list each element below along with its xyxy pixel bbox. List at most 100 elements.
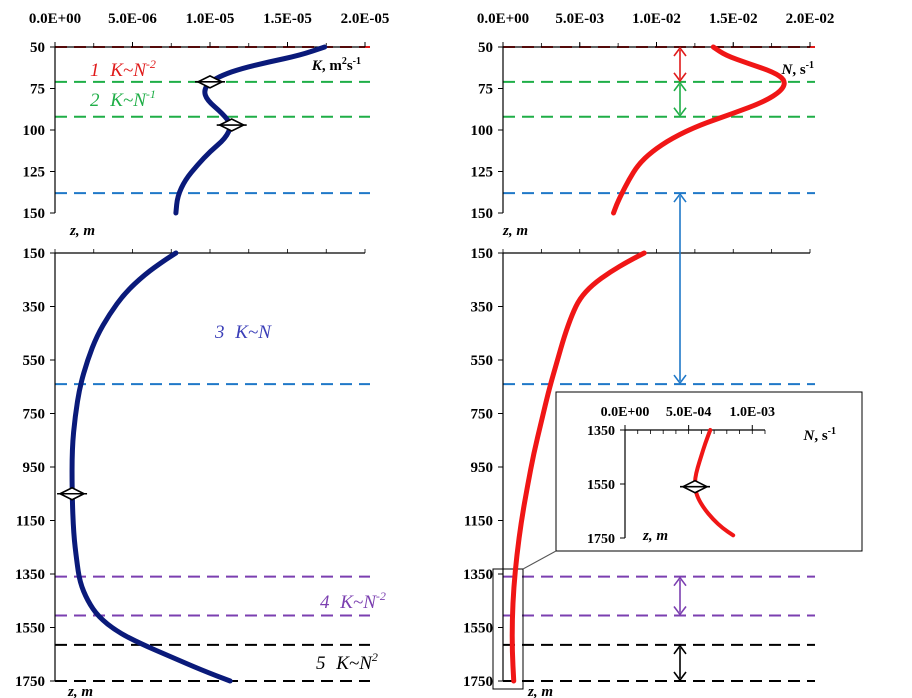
regime-expression: K~N — [234, 322, 272, 343]
axes-layer — [50, 42, 863, 690]
x-axis-label-unit: , s — [814, 428, 828, 444]
y-tick-label-3-7: 1550 — [463, 621, 493, 637]
y-tick-label-1-7: 1550 — [15, 621, 45, 637]
x-tick-label-0-0: 0.0E+00 — [29, 11, 81, 27]
x-axis-label-unit: , s — [792, 62, 806, 78]
y-tick-label-0-0: 50 — [30, 40, 45, 56]
arrow-region-2-head-top — [673, 81, 687, 92]
x-tick-label-0-1: 5.0E-06 — [108, 11, 157, 27]
y-axis-label-2: z, m — [502, 223, 528, 239]
y-tick-label-2-4: 150 — [471, 206, 494, 222]
y-tick-label-1-2: 550 — [23, 353, 46, 369]
y-tick-label-3-2: 550 — [471, 353, 494, 369]
y-tick-label-3-0: 150 — [471, 246, 494, 262]
reference-lines-layer — [55, 46, 815, 682]
y-tick-label-1-6: 1350 — [15, 567, 45, 583]
x-axis-label-sup: -1 — [828, 426, 836, 437]
regime-expression: K~N — [109, 90, 147, 111]
y-tick-label-2-2: 100 — [471, 123, 494, 139]
y-axis-label-4: z, m — [642, 528, 668, 544]
zoom-connector — [522, 550, 557, 570]
series-line-0-0 — [173, 44, 328, 216]
y-axis-label-1: z, m — [67, 684, 93, 698]
arrow-region-4-head-bottom — [673, 605, 687, 616]
x-tick-label-4-2: 1.0E-03 — [730, 405, 776, 420]
arrow-region-5-head-top — [673, 644, 687, 655]
regime-exponent: -2 — [376, 589, 386, 603]
arrow-region-2-head-bottom — [673, 107, 687, 118]
x-axis-label-2: N, s-1 — [780, 60, 814, 78]
x-tick-label-2-1: 5.0E-03 — [555, 11, 604, 27]
regime-exponent: 2 — [372, 650, 378, 664]
y-tick-label-3-5: 1150 — [464, 514, 493, 530]
series-line-2-0 — [611, 44, 787, 216]
inset-frame — [555, 391, 863, 552]
regime-number: 4 — [320, 592, 334, 613]
marker-4-0 — [680, 479, 710, 494]
regime-number: 3 — [214, 322, 229, 343]
y-tick-label-4-2: 1750 — [587, 532, 615, 547]
x-tick-label-4-1: 5.0E-04 — [666, 405, 712, 420]
y-axis-label-3: z, m — [527, 684, 553, 698]
regime-number: 5 — [316, 653, 330, 674]
regime-annotation-2: 2 K~N-1 — [90, 87, 156, 111]
x-axis-label-sup2: -1 — [353, 56, 361, 67]
x-axis-label-var: N — [802, 428, 815, 444]
regime-annotation-3: 3 K~N — [214, 322, 272, 343]
series-layer — [57, 44, 787, 684]
y-tick-label-3-6: 1350 — [463, 567, 493, 583]
arrow-region-3-head-bottom — [673, 374, 687, 385]
x-axis-label-sup: -1 — [806, 60, 814, 71]
x-axis-label-unit2: s — [347, 58, 353, 74]
x-tick-label-0-2: 1.0E-05 — [186, 11, 235, 27]
x-axis-label-4: N, s-1 — [802, 426, 836, 444]
x-axis-label-sup: 2 — [342, 56, 347, 67]
x-tick-label-0-3: 1.5E-05 — [263, 11, 312, 27]
y-tick-label-3-1: 350 — [471, 300, 494, 316]
regime-expression: K~N — [335, 653, 373, 674]
arrow-region-1-head-top — [673, 46, 687, 57]
regime-exponent: -1 — [146, 87, 156, 101]
regime-expression: K~N — [109, 60, 147, 81]
x-axis-label-var: N — [780, 62, 793, 78]
y-tick-label-1-4: 950 — [23, 460, 46, 476]
arrow-region-3-head-top — [673, 192, 687, 203]
arrows-layer — [673, 46, 687, 682]
series-line-1-0 — [69, 250, 233, 684]
arrow-region-5-head-bottom — [673, 671, 687, 682]
x-tick-label-2-4: 2.0E-02 — [786, 11, 835, 27]
y-tick-label-0-4: 150 — [23, 206, 46, 222]
y-tick-label-1-5: 1150 — [16, 514, 45, 530]
y-tick-label-1-0: 150 — [23, 246, 46, 262]
x-tick-label-4-0: 0.0E+00 — [601, 405, 650, 420]
x-tick-label-2-2: 1.0E-02 — [632, 11, 681, 27]
y-tick-label-0-2: 100 — [23, 123, 46, 139]
y-tick-label-3-3: 750 — [471, 407, 494, 423]
arrow-region-1-head-bottom — [673, 72, 687, 83]
y-tick-label-3-8: 1750 — [463, 674, 493, 690]
y-tick-label-2-3: 125 — [471, 165, 494, 181]
marker-0-1 — [216, 118, 247, 132]
y-tick-label-4-0: 1350 — [587, 424, 615, 439]
regime-annotation-5: 5 K~N2 — [316, 650, 378, 674]
y-tick-label-1-3: 750 — [23, 407, 46, 423]
x-tick-label-2-3: 1.5E-02 — [709, 11, 758, 27]
series-line-4-0 — [693, 428, 736, 538]
zoom-region-box — [492, 568, 524, 690]
marker-1-0 — [57, 486, 88, 501]
y-tick-label-1-1: 350 — [23, 300, 46, 316]
x-axis-label-0: K, m2s-1 — [311, 56, 361, 74]
regime-exponent: -2 — [146, 57, 156, 71]
regime-number: 1 — [90, 60, 104, 81]
x-tick-label-0-4: 2.0E-05 — [341, 11, 390, 27]
y-tick-label-4-1: 1550 — [587, 478, 615, 493]
regime-number: 2 — [90, 90, 104, 111]
regime-expression: K~N — [339, 592, 377, 613]
regime-annotation-4: 4 K~N-2 — [320, 589, 386, 613]
y-tick-label-1-8: 1750 — [15, 674, 45, 690]
y-tick-label-0-1: 75 — [30, 82, 45, 98]
y-tick-label-0-3: 125 — [23, 165, 46, 181]
series-line-3-0 — [509, 250, 647, 684]
